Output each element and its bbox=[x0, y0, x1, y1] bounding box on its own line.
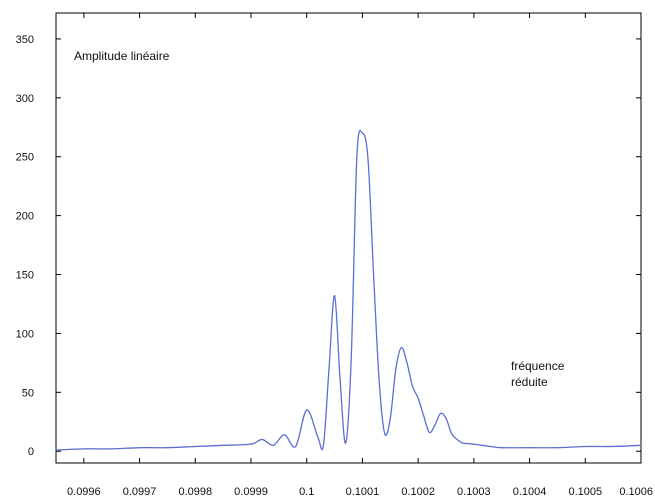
data-point bbox=[406, 362, 408, 364]
y-tick-label: 350 bbox=[16, 34, 34, 46]
data-point bbox=[294, 445, 297, 448]
data-point bbox=[83, 448, 85, 450]
x-axis: 0.0996 0.0997 0.0998 0.0999 0.1 0.1001 0.1002 0… bbox=[67, 13, 653, 498]
data-point bbox=[350, 356, 352, 358]
x-tick-label: 0.1002 bbox=[401, 486, 435, 498]
y-tick-label: 300 bbox=[16, 93, 34, 105]
data-point bbox=[138, 447, 141, 449]
data-point bbox=[317, 436, 319, 438]
data-point bbox=[462, 442, 464, 444]
data-point bbox=[333, 295, 336, 297]
data-point bbox=[423, 415, 425, 417]
data-point bbox=[411, 385, 414, 388]
data-point bbox=[328, 368, 330, 370]
data-point bbox=[434, 424, 436, 426]
data-point bbox=[439, 412, 442, 415]
data-point bbox=[222, 444, 224, 446]
data-point bbox=[456, 438, 458, 441]
y-axis-label: Amplitude linéaire bbox=[74, 49, 170, 63]
y-tick-label: 150 bbox=[16, 270, 34, 282]
data-point bbox=[111, 448, 113, 450]
x-tick-label: 0.0997 bbox=[123, 486, 157, 498]
data-point bbox=[283, 434, 286, 436]
data-point bbox=[400, 346, 403, 349]
y-tick-label: 200 bbox=[16, 211, 34, 223]
x-tick-label: 0.1 bbox=[299, 486, 314, 498]
data-point bbox=[450, 432, 453, 435]
data-point bbox=[528, 447, 531, 449]
series-line bbox=[55, 129, 642, 451]
data-point bbox=[612, 445, 614, 448]
data-point bbox=[384, 432, 386, 435]
y-tick-label: 50 bbox=[22, 387, 34, 399]
x-axis-label-line1: fréquence bbox=[511, 359, 565, 373]
data-point bbox=[473, 443, 475, 445]
data-point bbox=[556, 447, 559, 449]
x-tick-label: 0.0998 bbox=[178, 486, 212, 498]
y-tick-label: 100 bbox=[16, 328, 34, 340]
data-point bbox=[378, 379, 380, 382]
data-point bbox=[395, 368, 397, 370]
data-point bbox=[55, 449, 57, 451]
plot-frame bbox=[55, 12, 642, 464]
data-point bbox=[339, 379, 341, 382]
data-points bbox=[55, 132, 642, 451]
data-point bbox=[250, 443, 252, 445]
x-tick-label: 0.0999 bbox=[234, 486, 268, 498]
data-point bbox=[367, 158, 369, 160]
data-point bbox=[417, 397, 419, 399]
x-tick-label: 0.0996 bbox=[67, 486, 101, 498]
data-point bbox=[501, 447, 503, 449]
y-tick-label: 0 bbox=[28, 446, 34, 458]
x-tick-label: 0.1005 bbox=[568, 486, 602, 498]
data-point bbox=[389, 417, 391, 419]
data-point bbox=[361, 132, 364, 134]
x-tick-label: 0.1001 bbox=[346, 486, 380, 498]
data-point bbox=[194, 445, 196, 448]
data-point bbox=[345, 442, 347, 444]
x-tick-label: 0.1004 bbox=[513, 486, 547, 498]
data-point bbox=[584, 445, 586, 448]
data-point bbox=[306, 409, 308, 411]
data-point bbox=[356, 156, 358, 158]
x-axis-label-line2: réduite bbox=[511, 375, 548, 389]
data-point bbox=[428, 431, 430, 433]
data-point bbox=[272, 444, 274, 446]
data-point bbox=[166, 447, 169, 449]
y-axis: 0 50 100 150 200 250 300 350 bbox=[16, 34, 641, 458]
data-point bbox=[489, 445, 492, 448]
x-tick-label: 0.1006 bbox=[619, 486, 653, 498]
x-tick-label: 0.1003 bbox=[457, 486, 491, 498]
data-point bbox=[261, 438, 263, 441]
y-tick-label: 250 bbox=[16, 152, 34, 164]
data-point bbox=[445, 417, 447, 419]
data-point bbox=[640, 444, 642, 446]
data-point bbox=[322, 444, 325, 446]
data-point bbox=[372, 273, 375, 276]
